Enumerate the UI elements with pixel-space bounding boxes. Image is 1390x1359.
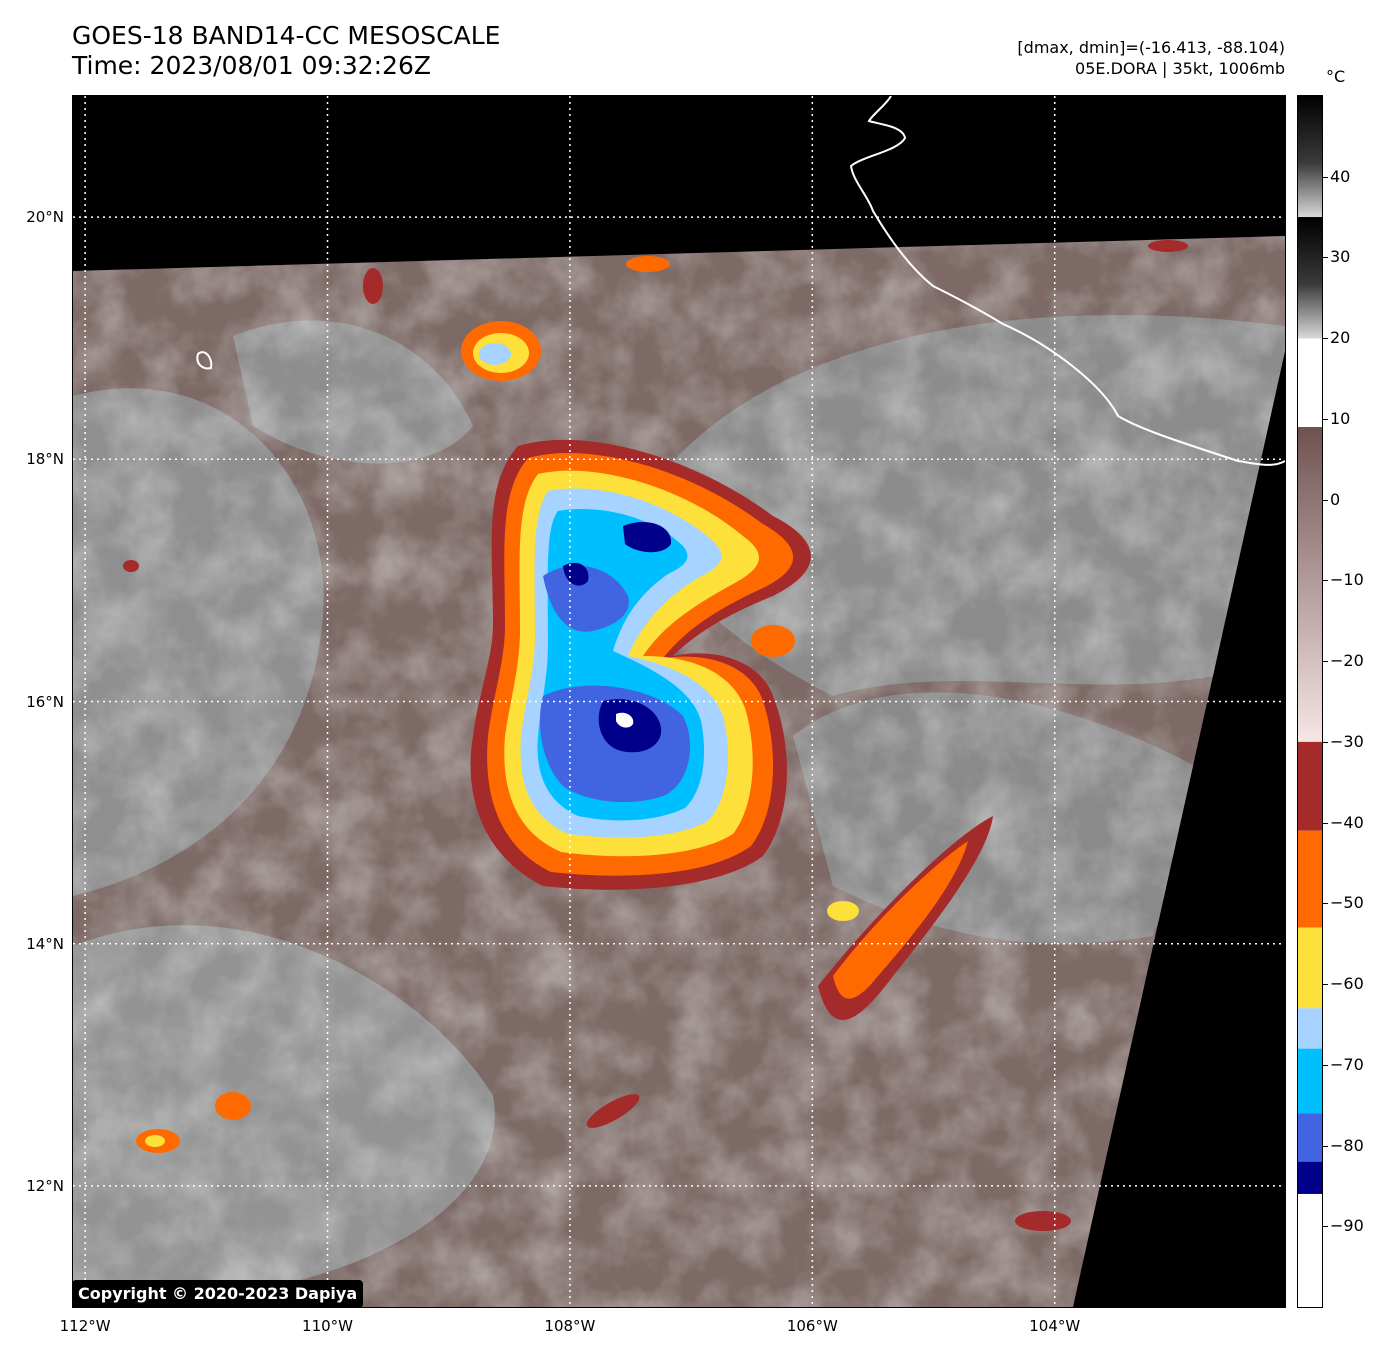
colorbar-band [1298, 927, 1322, 1009]
longitude-label: 104°W [1029, 1317, 1081, 1335]
storm-info: 05E.DORA | 35kt, 1006mb [1075, 59, 1285, 78]
colorbar-tick-label: −50 [1330, 893, 1364, 913]
colorbar-tick [1322, 580, 1328, 582]
colorbar-tick-label: 20 [1330, 328, 1351, 348]
colorbar-band [1298, 96, 1322, 218]
colorbar-tick [1322, 418, 1328, 420]
timestamp: Time: 2023/08/01 09:32:26Z [72, 51, 431, 80]
colorbar-tick [1322, 903, 1328, 905]
colorbar-tick [1322, 176, 1328, 178]
colorbar [1297, 95, 1323, 1308]
colorbar-tick-label: 0 [1330, 489, 1341, 509]
storm-cold-cloud-tops [470, 439, 811, 890]
colorbar-tick-label: 40 [1330, 166, 1351, 186]
colorbar-tick-label: −20 [1330, 651, 1364, 671]
colorbar-tick-label: 10 [1330, 408, 1351, 428]
colorbar-tick-label: −70 [1330, 1054, 1364, 1074]
colorbar-tick-label: −90 [1330, 1216, 1364, 1236]
page-title: GOES-18 BAND14-CC MESOSCALE [72, 21, 501, 50]
convective-cells [123, 240, 1188, 1231]
colorbar-tick-label: −10 [1330, 570, 1364, 590]
colorbar-tick [1322, 822, 1328, 824]
colorbar-band [1298, 1008, 1322, 1049]
latitude-label: 16°N [26, 692, 64, 711]
coastline [849, 96, 1285, 466]
colorbar-band [1298, 741, 1322, 831]
colorbar-tick [1322, 1145, 1328, 1147]
dmax-dmin-readout: [dmax, dmin]=(-16.413, -88.104) [1017, 38, 1285, 57]
colorbar-band [1298, 427, 1322, 742]
colorbar-tick-label: 30 [1330, 247, 1351, 267]
colorbar-unit: °C [1326, 67, 1346, 86]
colorbar-tick [1322, 984, 1328, 986]
longitude-label: 112°W [59, 1317, 111, 1335]
latitude-label: 20°N [26, 208, 64, 227]
satellite-map [72, 95, 1286, 1308]
colorbar-tick-label: −30 [1330, 731, 1364, 751]
longitude-label: 108°W [544, 1317, 596, 1335]
colorbar-tick [1322, 257, 1328, 259]
colorbar-tick-label: −60 [1330, 974, 1364, 994]
colorbar-tick [1322, 741, 1328, 743]
colorbar-band [1298, 217, 1322, 339]
copyright-notice: Copyright © 2020-2023 Dapiya [72, 1280, 364, 1308]
colorbar-tick [1322, 1064, 1328, 1066]
colorbar-band [1298, 1113, 1322, 1162]
colorbar-tick [1322, 499, 1328, 501]
colorbar-tick [1322, 1226, 1328, 1228]
longitude-label: 106°W [786, 1317, 838, 1335]
colorbar-band [1298, 1161, 1322, 1194]
colorbar-band [1298, 1048, 1322, 1114]
satellite-image [73, 96, 1285, 1307]
colorbar-band [1298, 1193, 1322, 1307]
colorbar-tick-label: −80 [1330, 1135, 1364, 1155]
colorbar-tick-label: −40 [1330, 812, 1364, 832]
latitude-label: 14°N [26, 934, 64, 953]
colorbar-tick [1322, 338, 1328, 340]
colorbar-band [1298, 830, 1322, 928]
colorbar-tick [1322, 661, 1328, 663]
latitude-label: 12°N [26, 1176, 64, 1195]
longitude-label: 110°W [302, 1317, 353, 1335]
lat-lon-grid [73, 96, 1285, 1307]
latitude-label: 18°N [26, 450, 64, 469]
colorbar-band [1298, 338, 1322, 428]
